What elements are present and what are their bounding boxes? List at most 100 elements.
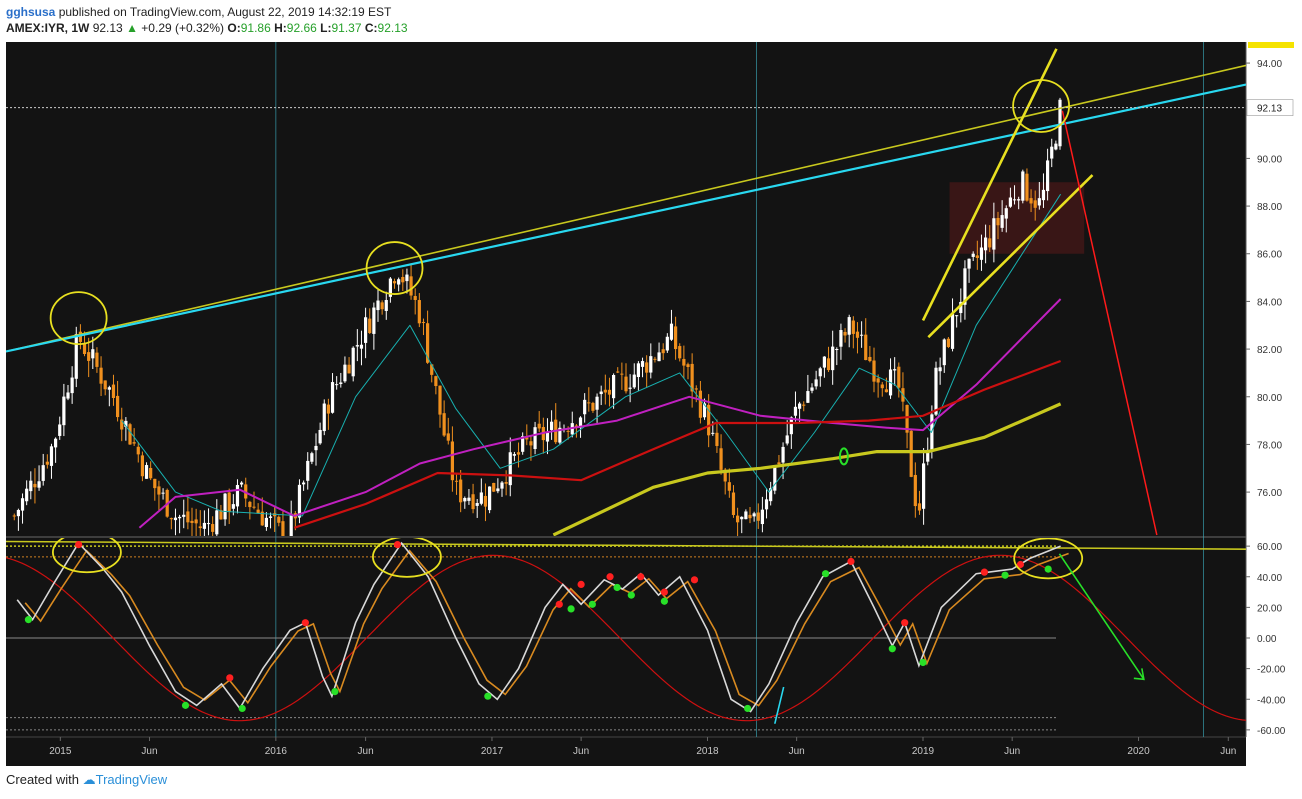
candle-body	[190, 520, 194, 523]
author-name[interactable]: gghsusa	[6, 5, 56, 19]
candle-body	[74, 334, 78, 379]
candle-body	[260, 511, 264, 526]
candle-body	[694, 388, 698, 390]
highlight-circle	[1012, 79, 1071, 133]
candle-body	[277, 516, 281, 523]
highlight-circle	[49, 291, 108, 346]
candle-body	[657, 352, 661, 362]
candle-body	[368, 318, 372, 333]
candle-body	[711, 432, 715, 434]
signal-dot-green	[1001, 571, 1009, 579]
candle-body	[475, 503, 479, 506]
candle-body	[537, 423, 541, 429]
price-tick-label: 80.00	[1257, 393, 1282, 404]
candle-body	[620, 373, 624, 375]
osc-tick-label: -20.00	[1257, 665, 1286, 676]
oscillator-yellow-line	[6, 540, 1246, 550]
signal-dot-red	[606, 573, 614, 581]
candle-body	[405, 274, 409, 282]
candle-body	[471, 494, 475, 510]
open-value: 91.86	[240, 21, 271, 35]
signal-dot-green	[238, 704, 246, 713]
price-tick-label: 88.00	[1257, 202, 1282, 213]
signal-dot-green	[919, 658, 927, 667]
candle-body	[938, 367, 942, 372]
candle-body	[707, 404, 711, 436]
candle-body	[798, 403, 802, 409]
candle-body	[248, 501, 252, 508]
candle-body	[591, 402, 595, 411]
tradingview-brand[interactable]: TradingView	[95, 772, 168, 787]
green-marker-circle	[838, 447, 849, 466]
candle-body	[500, 482, 504, 489]
candle-body	[876, 378, 880, 383]
signal-dot-green	[744, 704, 752, 713]
signal-dot-green	[1044, 565, 1052, 573]
osc-tick-label: 0.00	[1257, 634, 1277, 645]
candle-body	[649, 356, 653, 373]
candle-body	[814, 379, 818, 387]
price-tick-label: 86.00	[1257, 250, 1282, 261]
price-tick-label: 90.00	[1257, 154, 1282, 165]
candle-body	[153, 478, 157, 489]
candle-body	[959, 301, 963, 314]
candle-body	[922, 463, 926, 509]
candle-body	[789, 417, 793, 435]
candle-body	[380, 302, 384, 310]
price-tick-label: 78.00	[1257, 440, 1282, 451]
candle-body	[186, 511, 190, 523]
candle-body	[384, 300, 388, 311]
candle-body	[963, 268, 967, 305]
arrow-head-icon	[1133, 668, 1145, 681]
signal-dot-red	[1016, 560, 1025, 569]
candle-body	[793, 406, 798, 416]
signal-dot-green	[821, 570, 830, 578]
candle-body	[49, 446, 54, 466]
candle-body	[252, 506, 256, 508]
candle-body	[1054, 143, 1058, 150]
time-tick-label: Jun	[1004, 746, 1020, 757]
candle-body	[438, 385, 442, 415]
signal-dot-green	[588, 600, 596, 608]
candle-body	[442, 413, 446, 436]
candle-body	[1041, 189, 1046, 201]
osc-tick-label: 20.00	[1257, 603, 1282, 614]
candle-body	[194, 519, 198, 524]
candle-body	[578, 417, 583, 428]
signal-dot-green	[181, 701, 190, 709]
candle-body	[955, 315, 959, 317]
signal-dot-red	[847, 557, 855, 566]
symbol-name: AMEX:IYR, 1W	[6, 21, 90, 35]
oscillator-main-line	[16, 541, 1061, 713]
candle-body	[326, 404, 330, 414]
candle-body	[128, 424, 132, 445]
candle-body	[244, 484, 248, 499]
candle-body	[603, 389, 607, 393]
candle-body	[727, 482, 731, 491]
candle-body	[392, 281, 397, 284]
signal-dot-green	[660, 597, 668, 605]
candle-body	[211, 524, 215, 532]
candle-body	[550, 421, 554, 430]
price-tick-label: 76.00	[1257, 488, 1282, 499]
candle-body	[897, 366, 901, 388]
signal-dot-red	[577, 580, 585, 589]
candle-body	[525, 437, 529, 440]
oscillator-highlight-circle	[372, 538, 442, 578]
candle-body	[744, 511, 748, 520]
oscillator-highlight-circle	[52, 538, 122, 574]
candle-body	[984, 237, 988, 251]
candle-body	[979, 247, 984, 260]
candle-body	[785, 435, 789, 444]
candle-body	[934, 367, 938, 415]
candle-body	[1046, 160, 1050, 192]
chart-canvas[interactable]: 76.00 78.00 80.00 82.00 84.00 86.00 88.00 90.00…	[6, 42, 1296, 766]
time-tick-label: 2019	[912, 746, 935, 757]
oscillator-signal-line	[24, 549, 1069, 707]
candle-body	[70, 377, 74, 394]
candle-body	[521, 436, 525, 452]
candle-body	[215, 510, 219, 535]
last-price: 92.13	[92, 21, 123, 35]
candle-body	[264, 517, 268, 527]
candle-body	[1058, 99, 1062, 147]
